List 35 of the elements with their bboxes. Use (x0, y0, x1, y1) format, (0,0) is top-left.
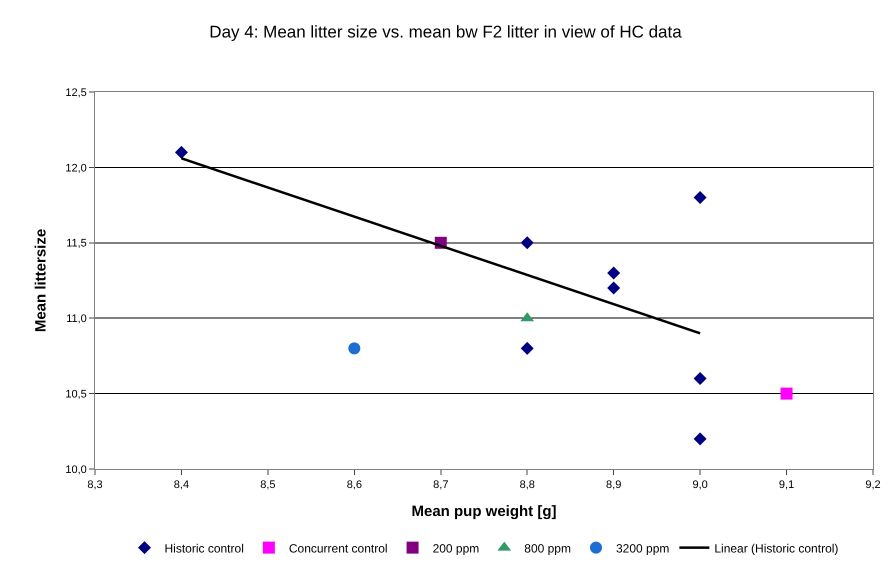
y-tick-label: 10,0 (65, 464, 87, 476)
x-tick-label: 8,7 (433, 479, 448, 492)
y-tick-label: 11,5 (66, 238, 87, 250)
x-tick-label: 8,6 (346, 479, 362, 492)
point (174, 146, 188, 159)
y-tick-label: 12,5 (65, 86, 87, 99)
legend-label: 3200 ppm (616, 541, 670, 556)
legend-label: Historic control (164, 541, 244, 556)
point (780, 388, 793, 400)
point (694, 372, 707, 386)
point (348, 342, 360, 354)
point (520, 342, 534, 355)
legend-label: Concurrent control (288, 541, 388, 556)
x-tick-label: 8,3 (87, 479, 103, 492)
legend-label: Linear (Historic control) (714, 541, 838, 556)
y-tick-label: 12,0 (65, 162, 87, 174)
y-tick-label: 10,5 (65, 388, 87, 400)
x-tick-label: 8,9 (606, 479, 622, 492)
x-tick-label: 8,4 (174, 479, 190, 492)
x-tick-label: 9,0 (692, 479, 708, 492)
x-axis-title: Mean pup weight [g] (412, 503, 556, 520)
point (520, 236, 534, 250)
point (694, 432, 707, 446)
point (694, 191, 707, 204)
y-axis-title: Mean littersize (32, 228, 50, 332)
y-tick-label: 11,0 (66, 313, 87, 326)
x-tick-label: 9,2 (865, 479, 881, 492)
x-tick-label: 8,8 (520, 479, 535, 492)
point (607, 266, 620, 280)
x-tick-label: 8,5 (260, 479, 276, 492)
x-tick-label: 9,1 (778, 479, 794, 492)
chart-title: Day 4: Mean litter size vs. mean bw F2 litter in view of HC data (209, 22, 682, 42)
legend-label: 200 ppm (432, 541, 480, 556)
legend-label: 800 ppm (524, 541, 571, 556)
point (607, 282, 620, 295)
